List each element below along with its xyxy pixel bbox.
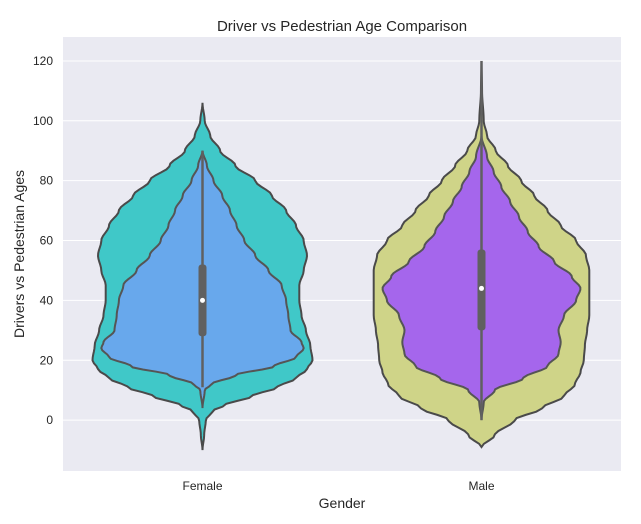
y-tick-label: 60 — [40, 234, 54, 248]
y-tick-labels: 0 20 40 60 80 100 120 — [33, 54, 53, 427]
x-axis-label: Gender — [319, 495, 366, 511]
y-tick-label: 120 — [33, 54, 53, 68]
y-tick-label: 80 — [40, 174, 54, 188]
median-marker — [200, 297, 205, 303]
x-tick-labels: Female Male — [182, 479, 494, 493]
violin-female — [91, 102, 314, 451]
x-tick-label: Male — [468, 479, 494, 493]
median-marker — [479, 285, 484, 291]
y-tick-label: 100 — [33, 114, 53, 128]
y-tick-label: 0 — [46, 413, 53, 427]
x-tick-label: Female — [182, 479, 222, 493]
y-tick-label: 20 — [40, 353, 54, 367]
violin-male — [372, 60, 591, 449]
y-tick-label: 40 — [40, 293, 54, 307]
y-axis-label: Drivers vs Pedestrian Ages — [11, 170, 27, 338]
chart-title: Driver vs Pedestrian Age Comparison — [217, 18, 467, 35]
violins-layer — [91, 60, 591, 451]
